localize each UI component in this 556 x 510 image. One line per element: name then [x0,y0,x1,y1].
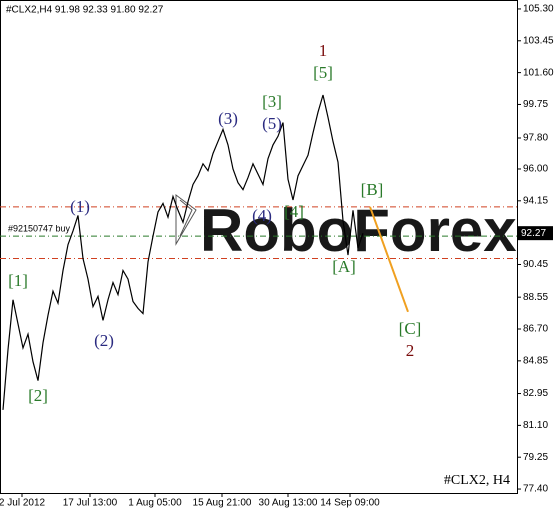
wave-label: 1 [319,41,328,60]
y-tick-label: 103.45 [523,35,554,46]
wave-label: [3] [262,92,282,111]
wave-label: (4) [252,206,272,225]
wave-label: 2 [406,341,415,360]
watermark: RoboForex [200,197,517,264]
wave-label: (3) [218,109,238,128]
wave-label: (2) [94,331,114,350]
wave-label: [C] [399,319,422,338]
y-tick-label: 86.70 [523,324,548,335]
y-tick-label: 77.40 [523,484,548,495]
header: #CLX2,H4 91.98 92.33 91.80 92.27 [6,5,164,16]
x-tick-label: 14 Sep 09:00 [320,498,380,509]
wave-label: (5) [262,114,282,133]
y-tick-label: 105.30 [523,4,554,15]
triangle-shape [175,194,197,246]
y-tick-label: 79.25 [523,452,548,463]
x-tick-label: 1 Aug 05:00 [128,498,182,509]
x-tick-label: 15 Aug 21:00 [193,498,252,509]
x-tick-label: 30 Aug 13:00 [259,498,318,509]
y-tick-label: 94.15 [523,195,548,206]
y-tick-label: 90.45 [523,259,548,270]
footer: #CLX2, H4 [444,473,510,488]
plot-frame [0,0,518,494]
wave-label: [4] [284,202,304,221]
current-price-box [517,226,553,241]
wave-label: [A] [332,257,356,276]
y-tick-label: 84.85 [523,355,548,366]
price-line [2,94,364,410]
y-tick-label: 88.55 [523,292,548,303]
y-tick-label: 101.60 [523,67,554,78]
forecast-line [369,206,409,313]
x-tick-label: 17 Jul 13:00 [63,498,118,509]
y-tick-label: 82.95 [523,388,548,399]
y-tick-label: 96.00 [523,164,548,175]
wave-label: [5] [313,63,333,82]
wave-label: [1] [8,271,28,290]
y-tick-label: 81.10 [523,420,548,431]
wave-label: (1) [70,197,90,216]
wave-label: [2] [28,386,48,405]
current-price-label: 92.27 [521,228,546,239]
y-tick-label: 97.80 [523,133,548,144]
x-tick-label: 2 Jul 2012 [0,498,46,509]
level-label: #92150747 buy [8,223,71,233]
wave-label: [B] [361,180,384,199]
y-tick-label: 99.75 [523,99,548,110]
